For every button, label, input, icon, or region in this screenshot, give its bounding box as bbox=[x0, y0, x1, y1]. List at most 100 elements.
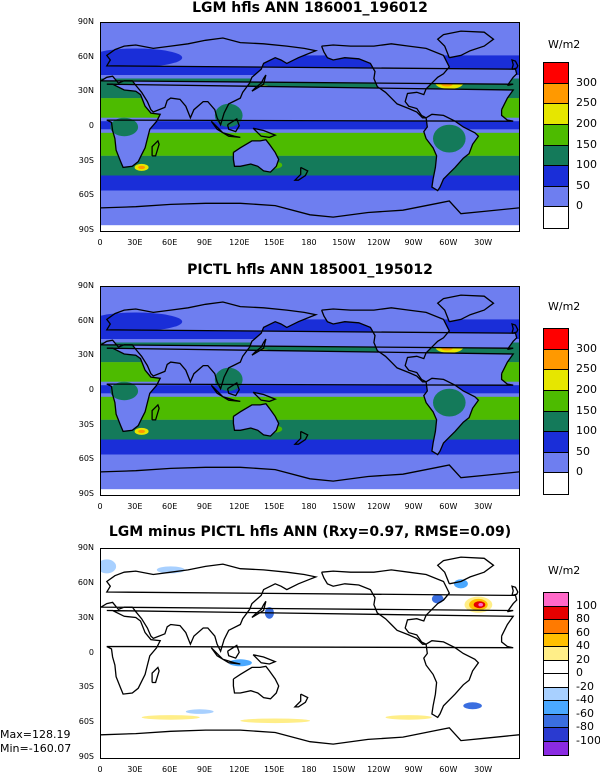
coastline bbox=[252, 391, 277, 403]
coastline bbox=[101, 464, 519, 482]
anomaly-patch bbox=[228, 659, 252, 667]
lon-tick-label: 150E bbox=[263, 238, 285, 247]
colorbar-level-label: 80 bbox=[576, 612, 590, 625]
coastline bbox=[251, 600, 267, 619]
lon-tick-label: 0 bbox=[97, 502, 103, 511]
land-patch bbox=[110, 381, 139, 401]
lat-tick-label: 30S bbox=[78, 419, 94, 429]
coastline bbox=[226, 381, 240, 397]
land-area bbox=[437, 295, 494, 322]
field-band bbox=[101, 155, 519, 176]
colorbar-level-label: 100 bbox=[576, 158, 597, 172]
coastline bbox=[511, 59, 519, 70]
field-band bbox=[101, 396, 519, 420]
land-patch bbox=[433, 388, 466, 417]
colorbar-level-label: 0 bbox=[576, 666, 583, 679]
coastline bbox=[320, 43, 451, 119]
coastline bbox=[320, 569, 451, 645]
lon-tick-label: 30W bbox=[474, 765, 493, 774]
colorbar-level-label: -80 bbox=[576, 720, 594, 733]
colorbar-swatch bbox=[544, 473, 568, 494]
field-band bbox=[101, 419, 519, 440]
panel-pictl: PICTL hfls ANN 185001_195012 W/m2 90N 60N… bbox=[0, 262, 600, 524]
coastline bbox=[251, 338, 267, 356]
land-patch bbox=[101, 312, 183, 331]
anomaly-patch bbox=[453, 579, 468, 589]
colorbar-swatch bbox=[544, 349, 568, 371]
min-label: Min=-160.07 bbox=[0, 742, 72, 755]
land-area bbox=[101, 302, 517, 389]
map-canvas bbox=[101, 23, 519, 231]
panel-title: LGM hfls ANN 186001_196012 bbox=[192, 0, 428, 16]
lat-tick-label: 60S bbox=[78, 717, 94, 727]
coastline bbox=[232, 665, 280, 700]
lon-tick-label: 150W bbox=[332, 765, 356, 774]
lat-tick-label: 30S bbox=[78, 155, 94, 165]
anomaly-patch bbox=[478, 603, 484, 607]
lat-tick-label: 60N bbox=[77, 577, 94, 587]
colorbar-level-label: 0 bbox=[576, 465, 583, 479]
colorbar-swatch bbox=[544, 329, 568, 350]
lon-tick-label: 150E bbox=[263, 765, 285, 774]
lat-tick-label: 0 bbox=[88, 121, 94, 130]
units-label: W/m2 bbox=[548, 564, 581, 577]
panel-title: LGM minus PICTL hfls ANN (Rxy=0.97, RMSE… bbox=[108, 524, 512, 540]
colorbar-level-label: -100 bbox=[576, 733, 600, 747]
map-diff bbox=[100, 548, 520, 759]
max-label: Max=128.19 bbox=[0, 728, 71, 741]
map-canvas bbox=[101, 287, 519, 495]
coastline bbox=[210, 647, 241, 665]
colorbar-level-label: 50 bbox=[576, 444, 590, 458]
coastline bbox=[511, 323, 519, 334]
colorbar-swatch bbox=[544, 124, 568, 146]
colorbar-swatch bbox=[544, 647, 568, 661]
lon-tick-label: 90E bbox=[196, 238, 213, 247]
colorbar-lgm bbox=[543, 62, 569, 229]
lat-tick-label: 90S bbox=[78, 225, 94, 234]
colorbar-swatch bbox=[544, 104, 568, 125]
lon-tick-label: 0 bbox=[97, 238, 103, 247]
panel-diff: LGM minus PICTL hfls ANN (Rxy=0.97, RMSE… bbox=[0, 524, 600, 782]
lon-tick-label: 150E bbox=[263, 502, 285, 511]
coastline bbox=[101, 301, 518, 391]
lon-tick-label: 30E bbox=[127, 502, 143, 511]
colorbar-swatch bbox=[544, 370, 568, 391]
coastline bbox=[210, 120, 241, 139]
colorbar-swatch bbox=[544, 687, 568, 701]
lon-tick-label: 120E bbox=[229, 765, 250, 774]
colorbar-level-label: 200 bbox=[576, 116, 597, 130]
lon-tick-label: 60E bbox=[162, 238, 178, 247]
colorbar-swatch bbox=[544, 145, 568, 167]
colorbar-swatch bbox=[544, 390, 568, 412]
lat-tick-label: 30S bbox=[78, 682, 94, 692]
colorbar-swatch bbox=[544, 186, 568, 208]
lon-tick-label: 180 bbox=[301, 502, 317, 511]
anomaly-patch bbox=[431, 594, 444, 604]
colorbar-level-label: 20 bbox=[576, 652, 590, 666]
coastline bbox=[423, 377, 480, 456]
colorbar-swatch bbox=[544, 714, 568, 728]
coastline bbox=[101, 37, 518, 127]
colorbar-swatch bbox=[544, 741, 568, 755]
coastline bbox=[251, 74, 267, 92]
coastline bbox=[320, 307, 451, 383]
lat-tick-label: 90N bbox=[77, 281, 94, 290]
coastline bbox=[226, 117, 240, 133]
coastline bbox=[293, 166, 309, 181]
coastline bbox=[293, 693, 309, 708]
coastline bbox=[106, 609, 515, 695]
colorbar-swatch bbox=[544, 606, 568, 620]
colorbar-swatch bbox=[544, 83, 568, 105]
colorbar-swatch bbox=[544, 701, 568, 715]
colorbar-level-label: 100 bbox=[576, 598, 597, 612]
colorbar-swatch bbox=[544, 63, 568, 84]
lon-tick-label: 60W bbox=[439, 765, 458, 774]
lon-tick-label: 30W bbox=[474, 502, 493, 511]
colorbar-swatch bbox=[544, 432, 568, 453]
colorbar-swatch bbox=[544, 166, 568, 187]
coastline bbox=[106, 83, 515, 169]
anomaly-patch bbox=[141, 715, 200, 720]
panel-lgm: LGM hfls ANN 186001_196012 W/m2 90N 60N 30… bbox=[0, 0, 600, 262]
field-band bbox=[101, 439, 519, 455]
coastline bbox=[293, 430, 309, 445]
